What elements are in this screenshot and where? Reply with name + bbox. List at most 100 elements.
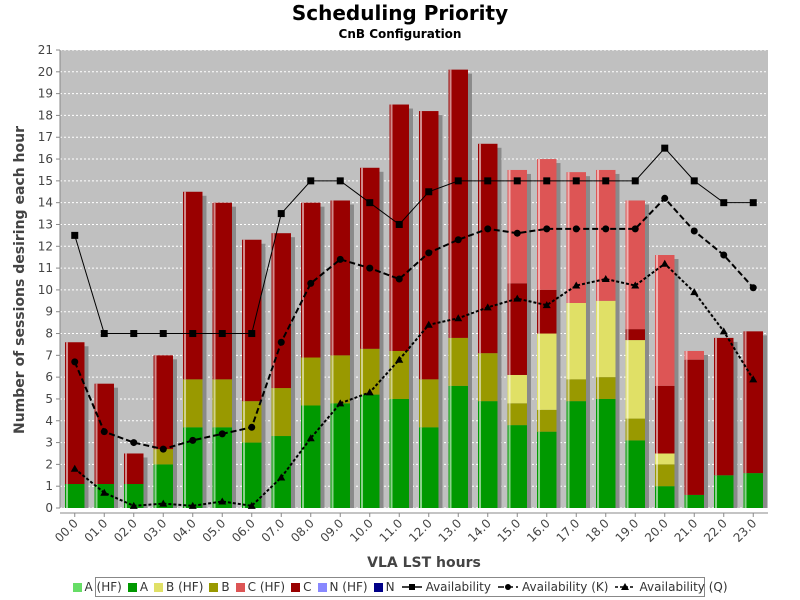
- bar-highlight: [66, 484, 69, 508]
- y-tick-label: 0: [45, 501, 53, 515]
- bar-highlight: [213, 427, 216, 508]
- bar-segment-c: [183, 191, 203, 380]
- bar-segment-c: [360, 167, 380, 349]
- bar-highlight: [597, 300, 600, 378]
- marker-square: [631, 177, 639, 185]
- x-tick-label: 07.0: [259, 516, 288, 545]
- legend-swatch: [317, 582, 327, 592]
- legend-item: C: [291, 580, 312, 594]
- bar-segment-b-hf-: [566, 302, 586, 380]
- bar-segment-a: [625, 440, 645, 508]
- bar-segment-c-hf-: [596, 169, 616, 301]
- bar-highlight: [567, 302, 570, 380]
- x-tick-label: 22.0: [701, 516, 730, 545]
- y-tick-label: 13: [38, 217, 53, 231]
- marker-circle: [336, 255, 344, 263]
- line-availability: [74, 147, 754, 335]
- bar-segment-b: [566, 379, 586, 402]
- bar-segment-c-hf-: [537, 159, 557, 290]
- bar-highlight: [508, 425, 511, 508]
- marker-square: [130, 330, 138, 338]
- legend-label: Availability (K): [522, 580, 609, 594]
- y-tick-label: 5: [45, 392, 53, 406]
- bar-highlight: [626, 329, 629, 341]
- bar-highlight: [95, 484, 98, 508]
- legend-label: C: [303, 580, 312, 594]
- marker-triangle: [542, 301, 551, 309]
- marker-triangle: [306, 434, 315, 442]
- marker-triangle: [218, 497, 227, 505]
- bar-highlight: [95, 383, 98, 485]
- bar-highlight: [125, 453, 128, 485]
- legend-label: B (HF): [166, 580, 204, 594]
- bar-segment-c: [124, 453, 144, 485]
- marker-square: [454, 177, 462, 185]
- bar-segment-a: [389, 398, 409, 508]
- x-tick-label: 11.0: [377, 516, 406, 545]
- legend-item: A: [127, 580, 148, 594]
- bar-segment-b: [212, 379, 232, 428]
- bar-highlight: [567, 172, 570, 303]
- bar-highlight: [420, 379, 423, 428]
- legend-swatch: [373, 582, 383, 592]
- bar-segment-b: [153, 449, 173, 465]
- bar-highlight: [656, 464, 659, 487]
- x-tick-label: 05.0: [200, 516, 229, 545]
- x-tick-label: 02.0: [111, 516, 140, 545]
- bar-segment-c-hf-: [625, 200, 645, 330]
- bar-segment-a: [566, 401, 586, 508]
- bar-segment-a: [448, 385, 468, 508]
- marker-triangle: [719, 327, 728, 335]
- bar-highlight: [508, 403, 511, 426]
- chart: Scheduling Priority CnB Configuration 01…: [12, 1, 768, 571]
- bar-segment-b-hf-: [625, 340, 645, 419]
- marker-triangle: [749, 375, 758, 383]
- bar-highlight: [479, 353, 482, 402]
- line-availability-q-: [74, 262, 755, 507]
- bar-highlight: [272, 233, 275, 389]
- marker-square: [749, 199, 757, 207]
- bar-highlight: [538, 409, 541, 432]
- bar-segment-a: [242, 442, 262, 508]
- marker-triangle: [690, 288, 699, 296]
- legend-swatch: [72, 582, 82, 592]
- marker-circle: [248, 423, 256, 431]
- bar-highlight: [302, 357, 305, 406]
- bar-highlight: [184, 191, 187, 380]
- marker-square: [159, 330, 167, 338]
- marker-circle: [661, 194, 669, 202]
- marker-square: [100, 330, 108, 338]
- bar-highlight: [302, 405, 305, 508]
- x-tick-label: 01.0: [82, 516, 111, 545]
- bar-highlight: [626, 440, 629, 508]
- bar-segment-b: [271, 388, 291, 437]
- bar-segment-b: [655, 464, 675, 487]
- y-tick-label: 19: [38, 87, 53, 101]
- y-tick-label: 11: [38, 261, 53, 275]
- y-tick-label: 18: [38, 108, 53, 122]
- marker-triangle: [159, 499, 168, 507]
- bar-highlight: [567, 401, 570, 508]
- bar-highlight: [361, 167, 364, 349]
- bar-highlight: [272, 436, 275, 508]
- bar-highlight: [656, 453, 659, 465]
- bar-segment-c: [330, 200, 350, 356]
- legend-line-symbol: [401, 584, 422, 590]
- legend-item: B: [209, 580, 230, 594]
- chart-title: Scheduling Priority: [292, 1, 508, 25]
- bar-segment-a: [65, 484, 85, 508]
- bar-segment-c: [65, 342, 85, 485]
- bar-highlight: [449, 385, 452, 508]
- bar-segment-a: [124, 484, 144, 508]
- y-tick-label: 6: [45, 370, 53, 384]
- bar-segment-c: [419, 111, 439, 380]
- bar-highlight: [184, 379, 187, 428]
- bar-segment-b: [183, 379, 203, 428]
- legend-item: A (HF): [72, 580, 122, 594]
- marker-circle: [130, 439, 138, 447]
- bar-segment-a: [153, 464, 173, 508]
- bar-segment-c: [507, 283, 527, 375]
- x-tick-label: 14.0: [465, 516, 494, 545]
- bar-segment-b: [537, 409, 557, 432]
- x-tick-label: 16.0: [524, 516, 553, 545]
